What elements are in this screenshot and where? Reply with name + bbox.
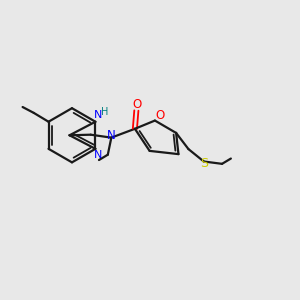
Text: O: O bbox=[132, 98, 142, 111]
Text: N: N bbox=[94, 110, 102, 120]
Text: S: S bbox=[200, 157, 208, 170]
Text: N: N bbox=[107, 129, 116, 142]
Text: O: O bbox=[156, 109, 165, 122]
Text: H: H bbox=[100, 107, 108, 117]
Text: N: N bbox=[94, 150, 102, 160]
